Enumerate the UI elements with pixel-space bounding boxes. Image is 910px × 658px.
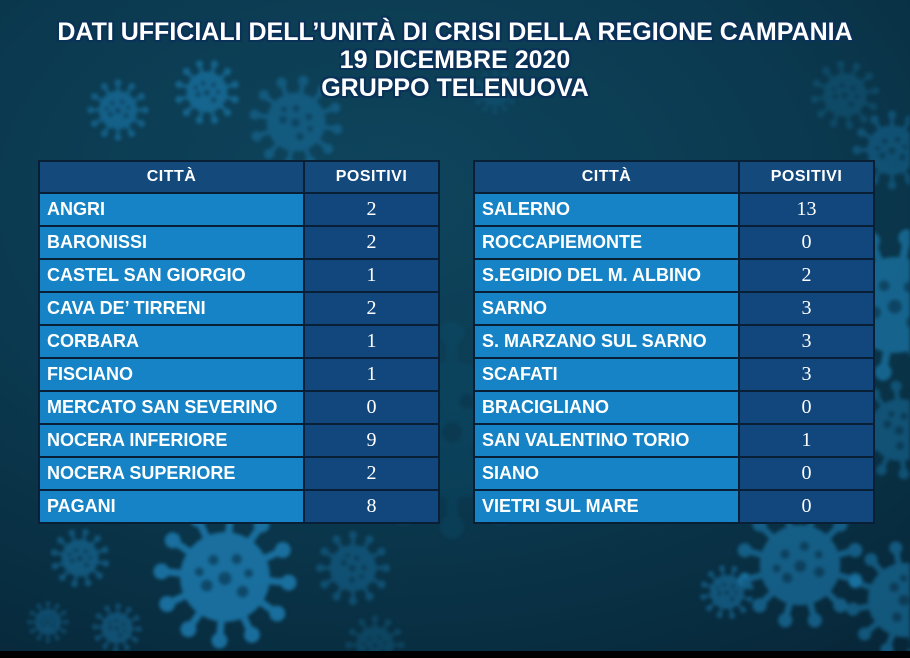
table-row: SAN VALENTINO TORIO 1 [473,423,875,458]
page-title: DATI UFFICIALI DELL’UNITÀ DI CRISI DELLA… [57,18,853,46]
positivi-cell: 2 [738,258,875,293]
positivi-cell: 2 [303,192,440,227]
title-source: GRUPPO TELENUOVA [321,74,589,102]
city-cell: NOCERA SUPERIORE [38,456,305,491]
table-row: ROCCAPIEMONTE 0 [473,225,875,260]
city-cell: SIANO [473,456,740,491]
positivi-cell: 0 [738,489,875,524]
tables-container: CITTÀ POSITIVI ANGRI 2 BARONISSI 2 CASTEL SA… [38,160,875,524]
virus-icon [836,531,910,658]
positivi-column-header: POSITIVI [303,160,440,194]
table-row: S.EGIDIO DEL M. ALBINO 2 [473,258,875,293]
table-row: CORBARA 1 [38,324,440,359]
city-cell: SARNO [473,291,740,326]
positivi-cell: 3 [738,324,875,359]
bottom-letterbox-bar [0,651,910,658]
table-row: ANGRI 2 [38,192,440,227]
city-cell: BRACIGLIANO [473,390,740,425]
positivi-cell: 1 [303,258,440,293]
positivi-cell: 0 [303,390,440,425]
city-cell: S.EGIDIO DEL M. ALBINO [473,258,740,293]
covid-table-right: CITTÀ POSITIVI SALERNO 13 ROCCAPIEMONTE 0 S.… [473,160,875,524]
positivi-cell: 3 [738,291,875,326]
city-column-header: CITTÀ [473,160,740,194]
city-cell: ANGRI [38,192,305,227]
city-cell: NOCERA INFERIORE [38,423,305,458]
virus-icon [82,593,152,658]
positivi-cell: 0 [738,225,875,260]
table-row: BARONISSI 2 [38,225,440,260]
title-date: 19 DICEMBRE 2020 [339,46,571,74]
city-cell: CAVA DE’ TIRRENI [38,291,305,326]
table-row: SCAFATI 3 [473,357,875,392]
city-cell: FISCIANO [38,357,305,392]
table-row: MERCATO SAN SEVERINO 0 [38,390,440,425]
positivi-cell: 8 [303,489,440,524]
table-row: NOCERA SUPERIORE 2 [38,456,440,491]
city-cell: SALERNO [473,192,740,227]
table-row: SIANO 0 [473,456,875,491]
table-row: VIETRI SUL MARE 0 [473,489,875,524]
city-cell: S. MARZANO SUL SARNO [473,324,740,359]
virus-icon [44,522,116,594]
city-cell: VIETRI SUL MARE [473,489,740,524]
virus-icon [302,517,404,619]
virus-icon [692,557,762,627]
table-row: SALERNO 13 [473,192,875,227]
city-cell: SCAFATI [473,357,740,392]
city-column-header: CITTÀ [38,160,305,194]
table-row: SARNO 3 [473,291,875,326]
positivi-cell: 2 [303,456,440,491]
city-cell: CORBARA [38,324,305,359]
positivi-cell: 13 [738,192,875,227]
table-header-row: CITTÀ POSITIVI [38,160,440,194]
positivi-cell: 0 [738,390,875,425]
city-cell: PAGANI [38,489,305,524]
city-cell: SAN VALENTINO TORIO [473,423,740,458]
city-cell: CASTEL SAN GIORGIO [38,258,305,293]
positivi-cell: 1 [738,423,875,458]
positivi-column-header: POSITIVI [738,160,875,194]
covid-table-left: CITTÀ POSITIVI ANGRI 2 BARONISSI 2 CASTEL SA… [38,160,440,524]
table-header-row: CITTÀ POSITIVI [473,160,875,194]
table-row: CAVA DE’ TIRRENI 2 [38,291,440,326]
table-row: FISCIANO 1 [38,357,440,392]
positivi-cell: 9 [303,423,440,458]
positivi-cell: 0 [738,456,875,491]
title-block: DATI UFFICIALI DELL’UNITÀ DI CRISI DELLA… [0,18,910,102]
city-cell: MERCATO SAN SEVERINO [38,390,305,425]
table-row: PAGANI 8 [38,489,440,524]
table-row: BRACIGLIANO 0 [473,390,875,425]
city-cell: BARONISSI [38,225,305,260]
positivi-cell: 1 [303,324,440,359]
positivi-cell: 2 [303,225,440,260]
table-row: S. MARZANO SUL SARNO 3 [473,324,875,359]
positivi-cell: 1 [303,357,440,392]
virus-icon [27,601,69,643]
city-cell: ROCCAPIEMONTE [473,225,740,260]
table-row: CASTEL SAN GIORGIO 1 [38,258,440,293]
table-row: NOCERA INFERIORE 9 [38,423,440,458]
positivi-cell: 2 [303,291,440,326]
positivi-cell: 3 [738,357,875,392]
